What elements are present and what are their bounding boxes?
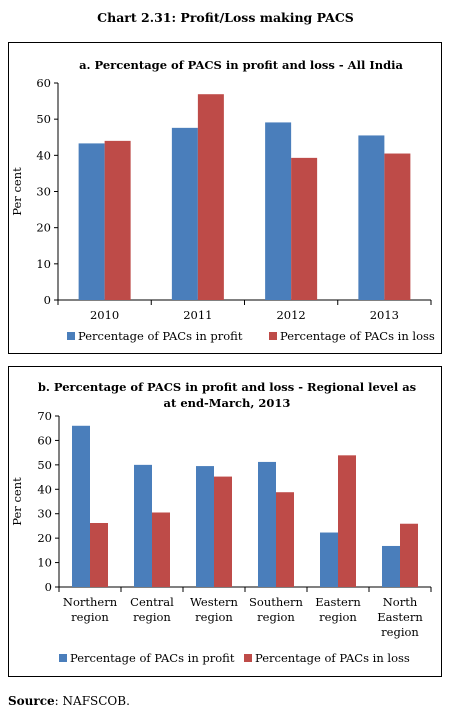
chart-a-legend-swatch-profit [67, 332, 75, 340]
chart-a-x-tick-label: 2012 [276, 308, 305, 322]
source-note: Source: NAFSCOB. [8, 694, 130, 708]
chart-b-bar-profit [258, 461, 276, 587]
source-text: NAFSCOB. [62, 694, 130, 708]
chart-b-y-tick-label: 30 [37, 507, 52, 521]
chart-b-y-tick-label: 0 [45, 580, 52, 594]
chart-b-x-tick-label: Northern [63, 595, 118, 609]
chart-a-bar-loss [104, 140, 131, 300]
chart-a-x-tick-label: 2011 [183, 308, 212, 322]
chart-b-x-tick-label: region [381, 625, 419, 639]
chart-a-bar-profit [358, 135, 385, 300]
chart-b-legend-swatch-profit [59, 654, 67, 662]
chart-b-y-tick-label: 70 [37, 409, 52, 423]
chart-b-x-tick-label: Eastern [377, 610, 423, 624]
chart-b-bar-loss [338, 455, 356, 587]
chart-b-bar-profit [320, 532, 338, 587]
chart-a-bar-profit [265, 122, 292, 301]
chart-b-title-line: at end-March, 2013 [164, 396, 291, 410]
chart-b-x-tick-label: region [133, 610, 171, 624]
chart-a-title-line: a. Percentage of PACS in profit and loss… [79, 58, 403, 72]
chart-a-y-tick-label: 0 [44, 293, 51, 307]
chart-a-bar-profit [171, 127, 198, 300]
chart-b-legend-label-profit: Percentage of PACs in profit [70, 651, 235, 665]
chart-b-x-tick-label: Central [130, 595, 174, 609]
chart-a-y-tick-label: 30 [36, 185, 51, 199]
chart-a-bar-loss [291, 157, 318, 300]
chart-a-bar-loss [384, 153, 411, 300]
chart-a-x-tick-label: 2010 [90, 308, 119, 322]
chart-b-y-tick-label: 40 [37, 482, 52, 496]
chart-b-y-tick-label: 20 [37, 531, 52, 545]
chart-b-bar-loss [400, 523, 418, 587]
chart-b-x-tick-label: Southern [249, 595, 304, 609]
chart-b-x-tick-label: region [257, 610, 295, 624]
chart-b-x-tick-label: North [383, 595, 418, 609]
page-title: Chart 2.31: Profit/Loss making PACS [97, 10, 354, 25]
chart-b-y-axis-label: Per cent [10, 477, 24, 526]
chart-b-y-tick-label: 60 [37, 433, 52, 447]
chart-a-y-tick-label: 10 [36, 257, 51, 271]
chart-b-bar-loss [152, 512, 170, 587]
chart-panel-b: b. Percentage of PACS in profit and loss… [8, 366, 442, 677]
source-label: Source [8, 694, 55, 708]
chart-a-y-tick-label: 20 [36, 221, 51, 235]
chart-a-legend-label-profit: Percentage of PACs in profit [78, 329, 243, 343]
chart-b-legend-swatch-loss [244, 654, 252, 662]
chart-b-y-tick-label: 50 [37, 458, 52, 472]
chart-a-y-tick-label: 50 [36, 112, 51, 126]
chart-b-bar-loss [90, 522, 108, 587]
chart-b-x-tick-label: region [71, 610, 109, 624]
chart-a-svg: a. Percentage of PACS in profit and loss… [10, 58, 435, 343]
chart-b-y-tick-label: 10 [37, 556, 52, 570]
chart-a-legend-label-loss: Percentage of PACs in loss [280, 329, 435, 343]
chart-b-bar-profit [134, 464, 152, 587]
chart-a-bar-profit [78, 143, 105, 300]
chart-b-bar-profit [196, 466, 214, 587]
chart-b-bar-profit [72, 425, 90, 587]
chart-a-y-axis-label: Per cent [10, 167, 24, 216]
chart-b-legend-label-loss: Percentage of PACs in loss [255, 651, 410, 665]
chart-b-bar-profit [382, 545, 400, 587]
chart-b-title-line: b. Percentage of PACS in profit and loss… [38, 380, 416, 394]
chart-b-bar-loss [214, 476, 232, 587]
chart-a-y-tick-label: 60 [36, 76, 51, 90]
chart-b-x-tick-label: region [319, 610, 357, 624]
chart-a-x-tick-label: 2013 [370, 308, 399, 322]
chart-b-x-tick-label: Eastern [315, 595, 361, 609]
chart-a-legend-swatch-loss [269, 332, 277, 340]
chart-a-bar-loss [197, 94, 224, 300]
chart-b-svg: b. Percentage of PACS in profit and loss… [10, 380, 432, 665]
chart-b-x-tick-label: region [195, 610, 233, 624]
chart-b-x-tick-label: Western [190, 595, 239, 609]
chart-panel-a: a. Percentage of PACS in profit and loss… [8, 42, 442, 354]
chart-b-bar-loss [276, 492, 294, 587]
chart-a-y-tick-label: 40 [36, 148, 51, 162]
